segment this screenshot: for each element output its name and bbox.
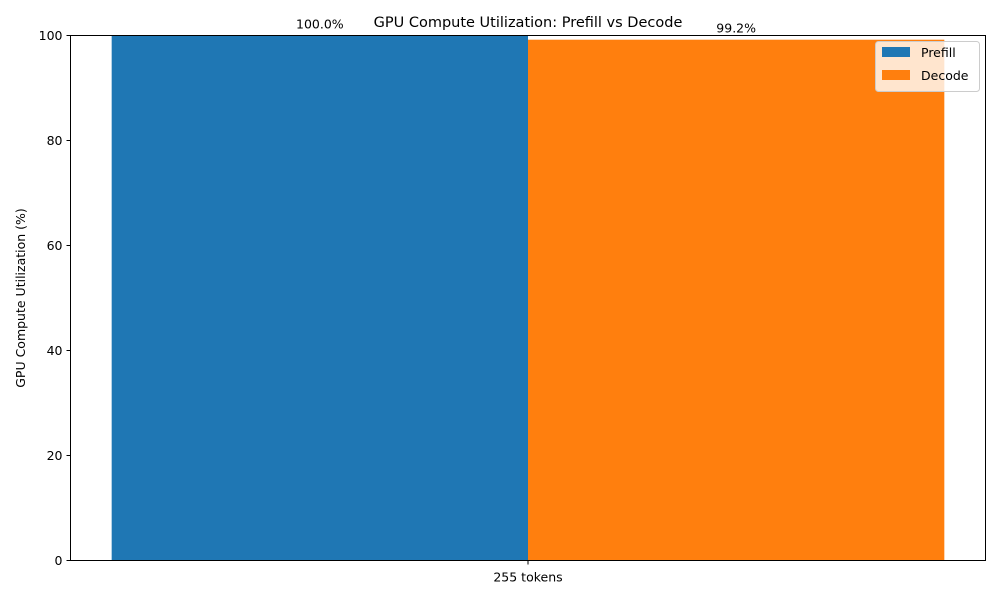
legend: Prefill Decode	[875, 41, 980, 92]
y-tick-label: 20	[47, 448, 63, 463]
chart-title: GPU Compute Utilization: Prefill vs Deco…	[374, 15, 683, 31]
bar-decode	[528, 39, 945, 561]
legend-swatch-decode	[882, 70, 910, 80]
y-tick-label: 0	[55, 553, 63, 568]
legend-swatch-prefill	[882, 47, 910, 57]
y-tick-label: 80	[47, 133, 63, 148]
legend-label-prefill: Prefill	[921, 45, 956, 60]
x-tick-label: 255 tokens	[493, 570, 562, 585]
bar-value-label: 99.2%	[716, 21, 756, 36]
y-tick-label: 60	[47, 238, 63, 253]
bar-value-label: 100.0%	[296, 17, 344, 32]
bars-layer	[111, 35, 945, 561]
y-axis-label: GPU Compute Utilization (%)	[13, 208, 28, 388]
y-tick-label: 100	[39, 28, 63, 43]
value-labels-layer: 100.0% 99.2%	[296, 17, 756, 36]
x-axis: 255 tokens	[493, 560, 563, 585]
plot-frame	[70, 35, 986, 561]
y-axis: 0 20 40 60 80 100	[39, 28, 71, 568]
y-tick-label: 40	[47, 343, 63, 358]
legend-label-decode: Decode	[921, 68, 969, 83]
bar-prefill	[111, 35, 529, 561]
